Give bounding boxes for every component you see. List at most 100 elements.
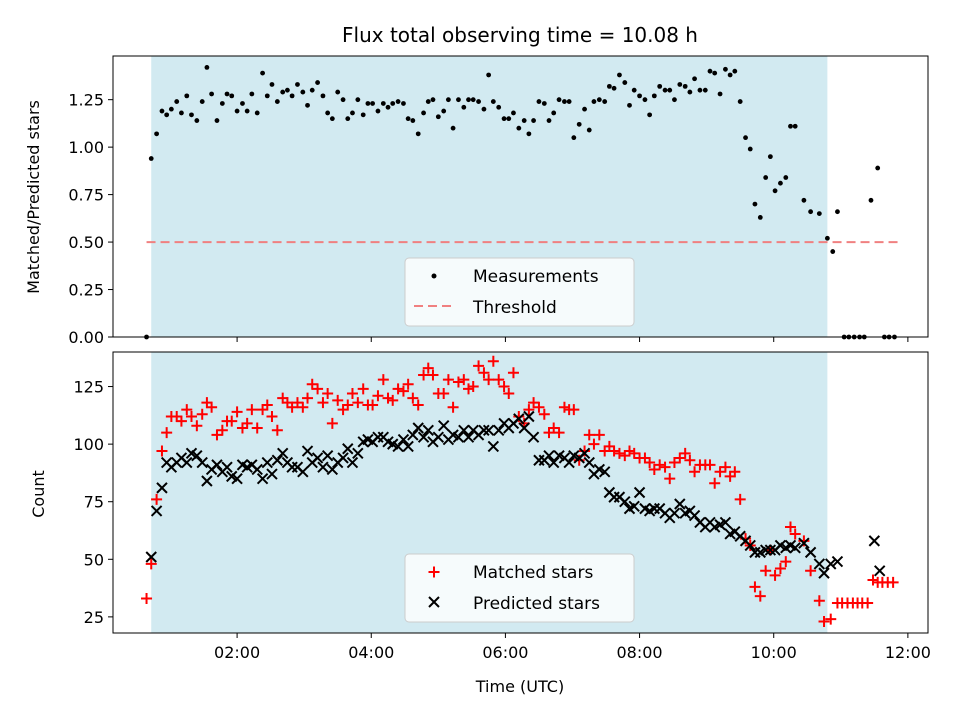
matched-star-point [145,558,157,570]
measurement-point [335,89,341,95]
measurement-point [576,121,582,127]
legend-marker-matched [428,566,440,578]
predicted-star-point [402,440,414,453]
top-x-ticks [236,337,909,342]
measurement-point [651,93,657,99]
measurement-point [631,87,637,93]
predicted-star-point [321,449,334,462]
top-y-tick-label: 0.75 [68,186,104,205]
predicted-star-point [547,456,560,469]
measurement-point [526,131,532,137]
measurement-point [566,99,572,104]
predicted-star-point [392,440,404,453]
matched-star-point [493,374,505,386]
bottom-panel: 25 50 75 100 125 02:00 04:00 06:00 08:00 10:00 12… [29,351,931,696]
matched-star-point [261,399,273,411]
measurement-point [692,76,697,82]
measurement-points [144,64,897,340]
measurement-point [355,97,361,103]
measurement-point [667,87,673,93]
measurement-point [752,201,758,207]
measurement-point [168,106,174,112]
measurement-point [702,87,708,93]
matched-star-point [191,420,203,432]
measurement-point [199,99,205,104]
bottom-x-tick-label: 08:00 [617,643,663,662]
measurement-point [289,93,295,99]
matched-star-point [593,429,605,441]
predicted-star-point [518,422,530,434]
measurement-point [743,135,748,141]
predicted-star-point [789,542,801,554]
predicted-star-point [759,544,772,556]
measurement-point [490,99,496,104]
measurement-point [244,108,250,114]
measurement-point [637,93,642,99]
matched-star-point [553,427,565,439]
matched-star-point [372,390,384,402]
bottom-y-tick-label: 25 [84,608,104,627]
matched-star-point [332,394,344,406]
predicted-star-point [432,431,445,443]
bottom-y-ticks: 25 50 75 100 125 [73,378,113,627]
matched-star-point [266,410,278,422]
predicted-star-point [297,466,309,478]
matched-star-point [392,383,404,395]
measurement-point [209,91,215,97]
measurement-point [737,99,743,104]
measurement-point [309,87,315,93]
matched-star-point [156,445,168,457]
predicted-star-point [719,516,732,529]
measurement-point [219,101,225,106]
top-y-axis-label: Matched/Predicted stars [24,100,43,294]
predicted-star-point [231,472,243,485]
matched-star-point [422,362,434,374]
predicted-star-point [266,468,278,480]
matched-star-point [533,401,545,413]
measurement-point [697,87,703,93]
predicted-star-point [337,452,349,464]
bottom-y-tick-label: 75 [84,493,104,512]
matched-star-point [558,401,570,413]
predicted-star-point [417,431,430,443]
matched-star-point [196,408,208,420]
top-y-tick-label: 1.00 [68,138,104,157]
measurement-point [421,110,426,116]
measurement-point [189,112,194,118]
measurement-point [476,99,481,104]
measurement-point [521,118,527,123]
measurement-point [325,110,331,116]
measurement-point [707,68,713,74]
matched-star-point [813,595,825,607]
measurement-point [763,175,769,180]
matched-star-point [377,374,389,386]
matched-star-point [498,381,510,393]
measurement-point [727,72,733,78]
measurement-point [562,99,567,104]
predicted-star-point [523,410,535,423]
measurement-point [410,118,416,123]
measurement-point [204,64,210,70]
matched-star-point [789,528,801,540]
measurement-point [611,85,617,91]
matched-star-point [749,581,761,593]
measurement-point [159,108,165,114]
matched-star-point [538,408,550,420]
measurement-point [370,101,375,106]
matched-star-point [161,427,173,439]
matched-star-point [760,565,772,577]
measurement-point [783,175,789,180]
matched-star-point [302,392,314,404]
measurement-point [401,101,406,106]
measurement-point [767,154,773,160]
matched-star-point [447,401,459,413]
measurement-point [340,97,346,103]
predicted-star-point [513,413,525,425]
measurement-point [395,99,401,104]
matched-star-point [644,457,656,469]
measurement-point [687,89,693,95]
measurement-point [229,93,235,99]
measurement-point [556,97,562,103]
measurement-point [350,110,355,116]
